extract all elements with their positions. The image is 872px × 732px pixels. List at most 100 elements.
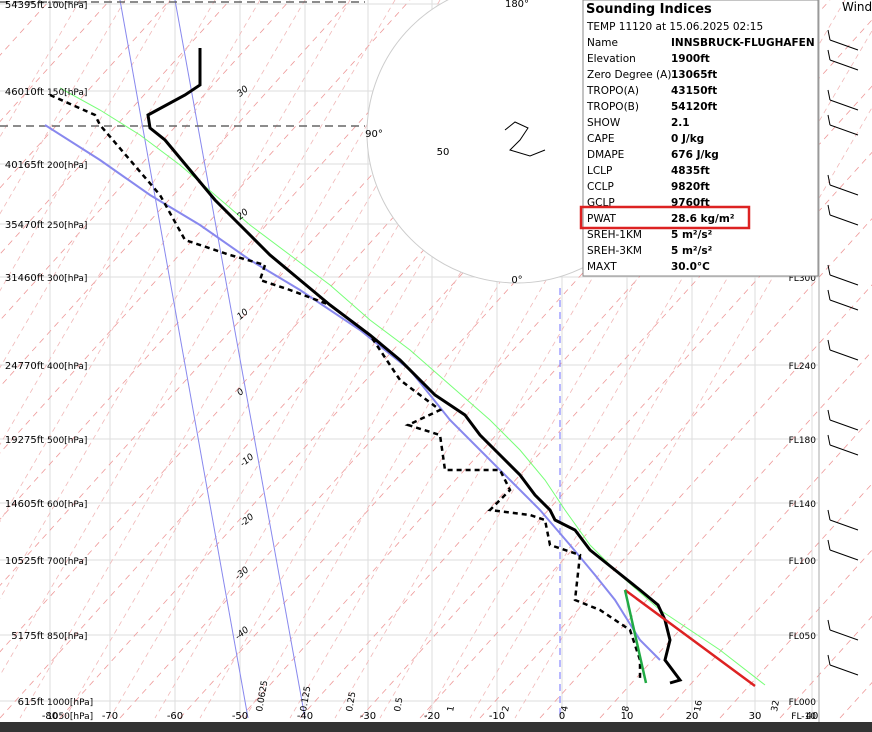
hodo-label: 180° <box>505 0 529 10</box>
barb-staff <box>829 519 859 531</box>
barb-staff <box>829 59 859 71</box>
indices-rows: Name INNSBRUCK-FLUGHAFEN Elevation 1900ftZe… <box>586 37 815 273</box>
index-name: Zero Degree (A) <box>587 69 671 81</box>
barb-feather <box>827 29 831 41</box>
temperature-label: 20 <box>686 711 699 722</box>
mixing-ratio-label: 8 <box>621 705 632 713</box>
barb-feather <box>827 264 831 276</box>
barb-staff <box>829 549 859 561</box>
temperature-label: 30 <box>749 711 762 722</box>
barb-staff <box>829 214 859 226</box>
adiabat <box>0 0 306 523</box>
index-name: CCLP <box>587 181 614 193</box>
index-name: DMAPE <box>587 149 624 161</box>
parcel-curve <box>44 124 661 661</box>
mixing-ratio-label: 16 <box>693 699 705 712</box>
pressure-label: 300[hPa] <box>47 274 87 284</box>
status-bar <box>0 722 872 732</box>
barb-feather <box>827 654 831 666</box>
altitude-label: 35470ft <box>5 220 44 231</box>
skew-isotherm <box>539 350 872 719</box>
index-value: 676 J/kg <box>671 149 719 161</box>
axis-labels: 100[hPa] 150[hPa] 200[hPa] 250[hPa] 300[hPa]… <box>5 0 818 722</box>
index-name: Elevation <box>587 53 636 65</box>
temperature-label: -80 <box>42 711 58 722</box>
index-name: SHOW <box>587 117 621 129</box>
flight-level: FL-10 <box>791 712 816 722</box>
barb-feather <box>827 204 831 216</box>
index-name: SREH-3KM <box>587 245 642 257</box>
index-name: CAPE <box>587 133 614 145</box>
index-name: LCLP <box>587 165 612 177</box>
index-value: 54120ft <box>671 101 717 113</box>
index-name: TROPO(B) <box>586 101 639 113</box>
highlight-box <box>579 205 751 230</box>
temperature-label: 40 <box>806 711 819 722</box>
barb-staff <box>829 444 859 456</box>
mixing-ratio-label: 1 <box>446 705 457 712</box>
barb-feather <box>827 174 831 186</box>
pressure-label: 850[hPa] <box>47 632 87 642</box>
barb-staff <box>829 419 859 431</box>
altitude-label: 46010ft <box>5 87 44 98</box>
temperature-label: -70 <box>102 711 118 722</box>
index-name: Name <box>587 37 618 49</box>
barb-feather <box>827 114 831 126</box>
index-value: 13065ft <box>671 69 717 81</box>
adiabat-label: -20 <box>239 512 257 529</box>
pressure-label: 500[hPa] <box>47 436 87 446</box>
index-name: TROPO(A) <box>586 85 639 97</box>
skew-isotherm <box>0 0 411 454</box>
adiabat <box>0 0 216 369</box>
barb-feather <box>827 289 831 301</box>
skew-isotherm <box>0 0 231 255</box>
flight-level: FL300 <box>789 274 817 284</box>
surface-dewpoint <box>623 589 648 684</box>
mixing-line <box>119 0 249 719</box>
altitude-label: 10525ft <box>5 556 44 567</box>
adiabat-label: -30 <box>234 565 252 582</box>
skew-isotherm <box>0 0 471 520</box>
barb-staff <box>829 39 859 51</box>
flight-level: FL100 <box>789 557 817 567</box>
pressure-label: 200[hPa] <box>47 161 87 171</box>
pressure-label: 1050[hPa] <box>47 712 93 722</box>
barb-feather <box>827 409 831 421</box>
adiabat-label: 20 <box>236 207 251 222</box>
altitude-label: 24770ft <box>5 361 44 372</box>
pressure-label: 400[hPa] <box>47 362 87 372</box>
index-value: 4835ft <box>671 165 710 177</box>
indices-panel <box>582 0 819 277</box>
adiabat <box>0 0 171 292</box>
flight-level: FL000 <box>789 698 817 708</box>
temperature-label: 0 <box>559 711 565 722</box>
index-value: 9820ft <box>671 181 710 193</box>
temperature-label: -40 <box>297 711 313 722</box>
temperature-label: -20 <box>424 711 440 722</box>
adiabat <box>0 0 261 446</box>
hodo-trace <box>504 121 546 157</box>
altitude-label: 40165ft <box>5 160 44 171</box>
mixing-ratio-label: 0.25 <box>345 691 358 712</box>
hodo-label: 90° <box>365 129 383 140</box>
barb-feather <box>827 89 831 101</box>
altitude-label: 5175ft <box>11 631 44 642</box>
flight-level: FL180 <box>789 436 817 446</box>
flight-level: FL140 <box>789 500 817 510</box>
wind-title: Wind <box>842 0 872 14</box>
pressure-label: 600[hPa] <box>47 500 87 510</box>
mixing-ratio-label: 0.125 <box>299 685 313 712</box>
skew-isotherm <box>0 0 111 123</box>
barb-feather <box>827 619 831 631</box>
temperature-label: -30 <box>360 711 376 722</box>
temperature-label: -10 <box>489 711 505 722</box>
adiabat <box>0 0 396 677</box>
temperature-profile <box>146 48 683 685</box>
hodo-label: 0° <box>511 275 522 286</box>
barb-feather <box>827 434 831 446</box>
mixing-ratio-label: 0.0625 <box>255 680 270 713</box>
flight-level: FL050 <box>789 632 817 642</box>
pressure-label: 1000[hPa] <box>47 698 93 708</box>
altitude-label: 31460ft <box>5 273 44 284</box>
